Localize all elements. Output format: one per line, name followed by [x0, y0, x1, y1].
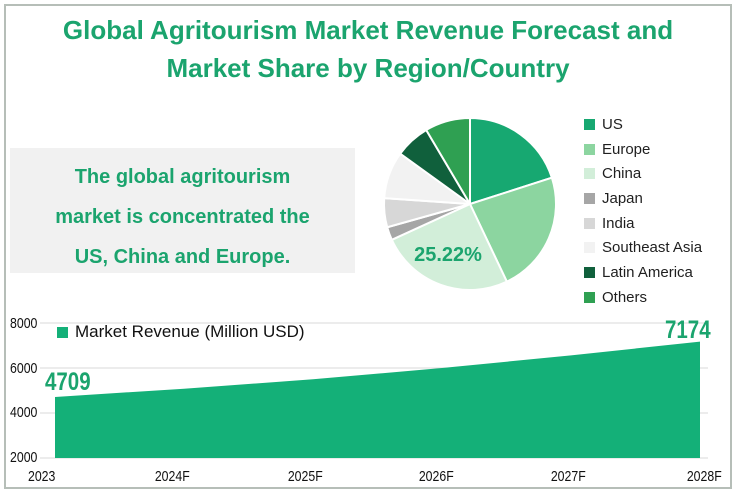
legend-item-us: US: [584, 112, 702, 137]
value-label-2028f: 7174: [665, 316, 711, 344]
pie-slice-label-china: 25.22%: [414, 244, 482, 266]
legend-swatch-us-icon: [584, 118, 595, 130]
legend-label: China: [602, 165, 642, 183]
pie-slice-others: [425, 117, 471, 205]
legend-label: US: [602, 115, 623, 133]
y-tick-2000: 2000: [10, 449, 38, 466]
pie-legend: US Europe China Japan India Southeast As…: [584, 112, 702, 310]
x-tick-2025f: 2025F: [287, 468, 323, 485]
legend-item-latin-america: Latin America: [584, 260, 702, 285]
x-tick-2026f: 2026F: [418, 468, 454, 485]
legend-swatch-southeast-asia-icon: [584, 242, 595, 254]
pie-chart-svg: [383, 117, 557, 291]
legend-swatch-japan-icon: [584, 192, 595, 204]
x-tick-2024f: 2024F: [154, 468, 190, 485]
legend-item-others: Others: [584, 285, 702, 310]
x-tick-2028f: 2028F: [686, 468, 722, 485]
callout-box: The global agritourism market is concent…: [10, 148, 355, 273]
pie-slice-china: [390, 203, 508, 291]
legend-swatch-china-icon: [584, 168, 595, 180]
title-line-2: Market Share by Region/Country: [166, 53, 570, 83]
legend-item-europe: Europe: [584, 137, 702, 162]
legend-label: Southeast Asia: [602, 239, 703, 257]
legend-label: Europe: [602, 140, 651, 158]
legend-item-southeast-asia: Southeast Asia: [584, 235, 702, 260]
legend-swatch-europe-icon: [584, 143, 595, 155]
legend-item-china: China: [584, 161, 702, 186]
legend-item-japan: Japan: [584, 186, 702, 211]
legend-label: Others: [602, 288, 648, 306]
y-tick-6000: 6000: [10, 360, 38, 377]
area-legend: Market Revenue (Million USD): [57, 322, 305, 342]
x-tick-2023: 2023: [28, 468, 56, 485]
y-tick-8000: 8000: [10, 315, 38, 332]
legend-label: Japan: [602, 189, 643, 207]
title-line-1: Global Agritourism Market Revenue Foreca…: [62, 15, 674, 45]
page-title: Global Agritourism Market Revenue Foreca…: [0, 11, 736, 87]
x-tick-2027f: 2027F: [550, 468, 586, 485]
pie-slice-europe: [469, 176, 557, 283]
legend-swatch-latin-america-icon: [584, 266, 595, 278]
legend-swatch-india-icon: [584, 217, 595, 229]
legend-swatch-others-icon: [584, 291, 595, 303]
pie-slice-us: [469, 117, 553, 205]
callout-line-1: The global agritourism: [74, 166, 291, 188]
y-tick-4000: 4000: [10, 404, 38, 421]
callout-line-3: US, China and Europe.: [74, 246, 291, 268]
legend-label: Latin America: [602, 263, 693, 281]
revenue-area-svg: [40, 322, 708, 459]
legend-item-india: India: [584, 211, 702, 236]
revenue-area-series: [55, 341, 700, 458]
area-legend-label: Market Revenue (Million USD): [75, 322, 305, 341]
legend-label: India: [602, 214, 635, 232]
callout-line-2: market is concentrated the: [55, 206, 310, 228]
area-legend-swatch-icon: [57, 326, 68, 338]
value-label-2023: 4709: [45, 368, 91, 396]
